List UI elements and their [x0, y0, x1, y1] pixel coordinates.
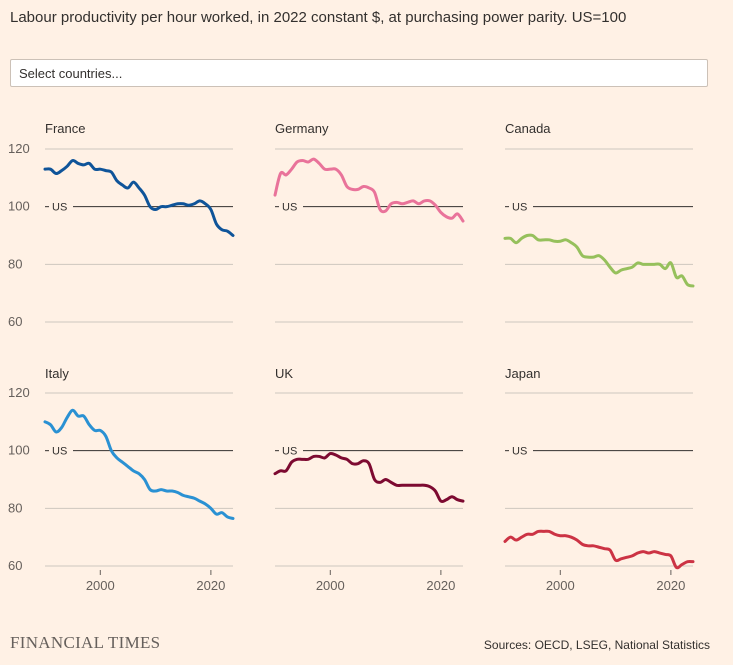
reference-label-germany: US — [282, 202, 297, 214]
series-line-uk — [273, 451, 465, 504]
panel-label-italy: Italy — [45, 366, 69, 381]
x-tick-label-col3-2000: 2000 — [546, 578, 575, 593]
reference-label-italy: US — [52, 446, 67, 458]
panel-label-uk: UK — [275, 366, 293, 381]
reference-label-uk: US — [282, 446, 297, 458]
ft-logo: FINANCIAL TIMES — [10, 633, 161, 652]
panel-label-japan: Japan — [505, 366, 540, 381]
reference-label-canada: US — [512, 202, 527, 214]
y-tick-label-row2-100: 100 — [8, 443, 30, 458]
reference-label-japan: US — [512, 446, 527, 458]
y-tick-label-row1-100: 100 — [8, 199, 30, 214]
small-multiples-chart: US France US Germany US Canada US Italy US UK US Ja… — [8, 121, 695, 593]
x-tick-label-col2-2000: 2000 — [316, 578, 345, 593]
y-tick-label-row1-120: 120 — [8, 141, 30, 156]
chart-title: Labour productivity per hour worked, in … — [10, 9, 627, 26]
x-tick-label-col2-2020: 2020 — [426, 578, 455, 593]
series-line-japan — [503, 529, 695, 570]
y-tick-label-row1-60: 60 — [8, 314, 22, 329]
panel-label-france: France — [45, 121, 85, 136]
y-tick-label-row2-60: 60 — [8, 558, 22, 573]
series-line-france — [43, 158, 235, 237]
x-tick-label-col1-2000: 2000 — [86, 578, 115, 593]
country-search-input[interactable] — [10, 59, 708, 87]
x-tick-label-col3-2020: 2020 — [656, 578, 685, 593]
y-tick-label-row1-80: 80 — [8, 256, 22, 271]
series-line-canada — [503, 233, 695, 288]
panel-label-germany: Germany — [275, 121, 329, 136]
x-tick-label-col1-2020: 2020 — [196, 578, 225, 593]
reference-label-france: US — [52, 202, 67, 214]
y-tick-label-row2-120: 120 — [8, 385, 30, 400]
series-line-italy — [43, 408, 235, 520]
source-note: Sources: OECD, LSEG, National Statistics — [483, 638, 710, 652]
series-line-germany — [273, 157, 465, 223]
y-tick-label-row2-80: 80 — [8, 500, 22, 515]
panel-label-canada: Canada — [505, 121, 551, 136]
